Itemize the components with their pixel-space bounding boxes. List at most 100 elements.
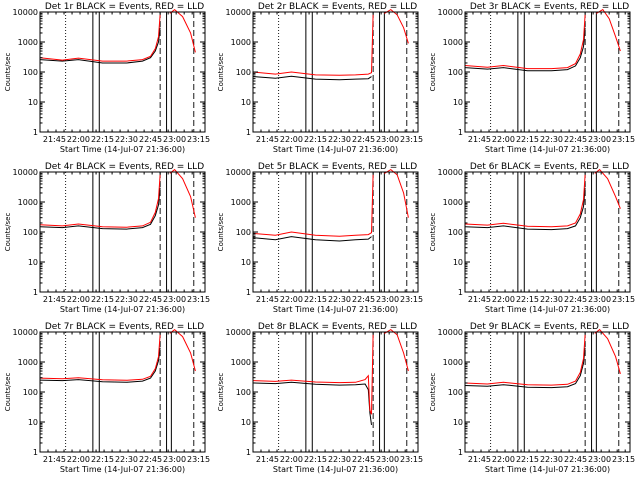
x-tick-label: 22:00 xyxy=(280,295,303,304)
x-axis-label: Start Time (14-Jul-07 21:36:00) xyxy=(485,145,610,154)
x-tick-label: 22:30 xyxy=(115,455,138,464)
x-tick-label: 23:00 xyxy=(163,455,186,464)
plot-frame xyxy=(464,171,631,293)
y-tick-label: 1 xyxy=(33,288,38,297)
x-tick-label: 23:00 xyxy=(163,295,186,304)
y-tick-label: 10000 xyxy=(226,8,251,17)
y-axis-label: Counts/sec xyxy=(217,373,225,412)
x-tick-label: 21:45 xyxy=(256,295,279,304)
y-tick-label: 1000 xyxy=(18,358,38,367)
event-rate-line xyxy=(253,75,372,81)
y-tick-label: 1 xyxy=(246,448,251,457)
x-axis-label: Start Time (14-Jul-07 21:36:00) xyxy=(60,145,185,154)
y-tick-label: 10 xyxy=(241,258,251,267)
plot-frame xyxy=(39,11,206,133)
chart-title: Det 6r BLACK = Events, RED = LLD xyxy=(470,162,629,172)
x-tick-label: 22:45 xyxy=(564,295,587,304)
x-tick-label: 22:00 xyxy=(492,455,515,464)
x-tick-label: 22:15 xyxy=(516,295,539,304)
chart-panel-1: Det 1r BLACK = Events, RED = LLD Counts/s… xyxy=(4,2,210,154)
y-axis-label: Counts/sec xyxy=(4,213,12,252)
lld-rate-tail-line xyxy=(384,8,409,44)
y-tick-label: 10 xyxy=(28,258,38,267)
x-tick-label: 22:15 xyxy=(304,295,327,304)
x-tick-label: 23:15 xyxy=(187,295,210,304)
plot-frame xyxy=(252,11,419,133)
x-axis-label: Start Time (14-Jul-07 21:36:00) xyxy=(273,305,398,314)
lld-rate-tail-line xyxy=(384,168,409,218)
x-tick-label: 22:45 xyxy=(139,455,162,464)
y-axis-label: Counts/sec xyxy=(429,53,437,92)
chart-panel-6: Det 6r BLACK = Events, RED = LLD Counts/s… xyxy=(429,162,635,314)
x-tick-label: 23:00 xyxy=(588,455,611,464)
y-tick-label: 10000 xyxy=(226,168,251,177)
x-tick-label: 23:00 xyxy=(163,135,186,144)
lld-rate-tail-line xyxy=(384,328,409,372)
chart-title: Det 2r BLACK = Events, RED = LLD xyxy=(258,2,417,12)
lld-rate-tail-line xyxy=(594,328,621,375)
x-tick-label: 22:30 xyxy=(328,295,351,304)
y-tick-label: 10 xyxy=(28,98,38,107)
chart-title: Det 7r BLACK = Events, RED = LLD xyxy=(45,322,204,332)
y-tick-label: 1000 xyxy=(231,38,251,47)
x-tick-label: 21:45 xyxy=(43,135,66,144)
y-tick-label: 1000 xyxy=(18,38,38,47)
chart-title: Det 4r BLACK = Events, RED = LLD xyxy=(45,162,204,172)
lld-rate-line xyxy=(253,334,374,415)
y-tick-label: 10000 xyxy=(13,168,38,177)
chart-panel-2: Det 2r BLACK = Events, RED = LLD Counts/s… xyxy=(217,2,423,154)
y-axis-label: Counts/sec xyxy=(217,213,225,252)
x-tick-label: 22:30 xyxy=(328,135,351,144)
chart-panel-8: Det 8r BLACK = Events, RED = LLD Counts/s… xyxy=(217,322,423,474)
x-tick-label: 22:15 xyxy=(304,135,327,144)
y-tick-label: 10 xyxy=(453,258,463,267)
chart-panel-9: Det 9r BLACK = Events, RED = LLD Counts/s… xyxy=(429,322,635,474)
x-tick-label: 22:30 xyxy=(115,135,138,144)
y-axis-label: Counts/sec xyxy=(4,373,12,412)
event-rate-line xyxy=(40,347,161,383)
y-tick-label: 10000 xyxy=(13,8,38,17)
y-tick-label: 1 xyxy=(33,448,38,457)
x-tick-label: 22:30 xyxy=(540,135,563,144)
y-tick-label: 10000 xyxy=(13,328,38,337)
lld-rate-line xyxy=(465,334,586,386)
event-rate-line xyxy=(465,187,586,231)
x-tick-label: 22:45 xyxy=(564,135,587,144)
y-tick-label: 100 xyxy=(236,68,251,77)
y-tick-label: 10 xyxy=(28,418,38,427)
y-tick-label: 100 xyxy=(236,228,251,237)
y-tick-label: 10000 xyxy=(438,8,463,17)
x-tick-label: 21:45 xyxy=(43,455,66,464)
x-tick-label: 22:00 xyxy=(492,295,515,304)
plot-frame xyxy=(39,171,206,293)
y-tick-label: 100 xyxy=(448,388,463,397)
y-tick-label: 1 xyxy=(246,288,251,297)
x-tick-label: 22:00 xyxy=(280,455,303,464)
event-rate-line xyxy=(465,27,586,72)
y-tick-label: 1 xyxy=(246,128,251,137)
x-tick-label: 22:15 xyxy=(516,455,539,464)
x-tick-label: 22:30 xyxy=(540,295,563,304)
y-tick-label: 10 xyxy=(453,98,463,107)
y-tick-label: 10000 xyxy=(438,168,463,177)
x-tick-label: 21:45 xyxy=(468,455,491,464)
y-tick-label: 10 xyxy=(453,418,463,427)
y-tick-label: 10 xyxy=(241,98,251,107)
plot-frame xyxy=(464,331,631,453)
x-tick-label: 23:00 xyxy=(376,135,399,144)
event-rate-line xyxy=(253,236,372,242)
lld-rate-line xyxy=(40,334,161,381)
x-tick-label: 22:30 xyxy=(115,295,138,304)
lld-rate-tail-line xyxy=(169,8,196,53)
lld-rate-line xyxy=(253,174,374,237)
y-tick-label: 10000 xyxy=(438,328,463,337)
x-tick-label: 23:15 xyxy=(400,455,423,464)
plot-frame xyxy=(252,171,419,293)
x-tick-label: 22:00 xyxy=(67,455,90,464)
plot-frame xyxy=(39,331,206,453)
chart-title: Det 3r BLACK = Events, RED = LLD xyxy=(470,2,629,12)
y-tick-label: 1 xyxy=(458,288,463,297)
y-tick-label: 1 xyxy=(33,128,38,137)
lld-rate-tail-line xyxy=(169,328,196,372)
